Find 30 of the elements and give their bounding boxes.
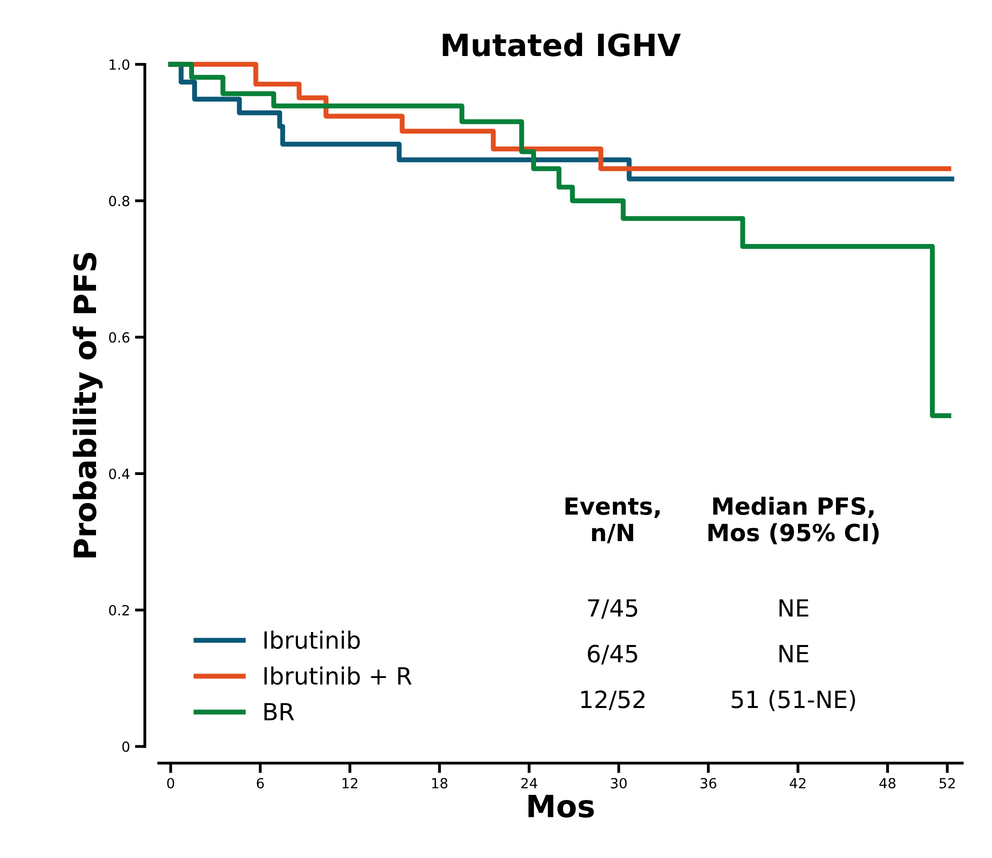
y-tick-label: 0 [122, 741, 130, 752]
x-tick-label: 52 [940, 778, 955, 788]
annotation: 6/45 [588, 644, 638, 664]
x-tick-label: 12 [342, 778, 358, 788]
annotation: 51 (51-NE) [732, 690, 856, 712]
annotation: NE [780, 645, 808, 662]
x-tick-label: 0 [167, 778, 174, 788]
y-tick-label: 0.2 [109, 605, 129, 616]
x-tick-label: 18 [432, 778, 448, 788]
x-tick-label: 24 [521, 778, 538, 788]
y-tick-label: 0.8 [109, 196, 130, 206]
annotation: NE [780, 599, 808, 617]
legend-label: Ibrutinib [264, 630, 360, 649]
y-tick-label: 0.4 [109, 468, 130, 480]
legend-label: Ibrutinib + R [264, 666, 412, 685]
annotation: Median PFS, Mos (95% CI) [708, 496, 879, 544]
x-axis-title: Mos [528, 794, 594, 818]
legend-label: BR [264, 703, 294, 720]
y-axis-title: Probability of PFS [72, 252, 103, 558]
y-tick-label: 0.6 [109, 332, 130, 343]
annotation: 12/52 [581, 690, 644, 710]
chart-title: Mutated IGHV [442, 32, 681, 56]
y-tick-label: 1.0 [110, 59, 130, 70]
annotation: Events, n/N [566, 497, 660, 544]
x-tick-label: 6 [256, 778, 264, 788]
x-tick-label: 42 [790, 778, 806, 788]
x-tick-label: 36 [700, 778, 716, 788]
annotation: 7/45 [588, 599, 638, 619]
x-tick-label: 30 [610, 778, 627, 788]
x-tick-label: 48 [879, 778, 896, 788]
